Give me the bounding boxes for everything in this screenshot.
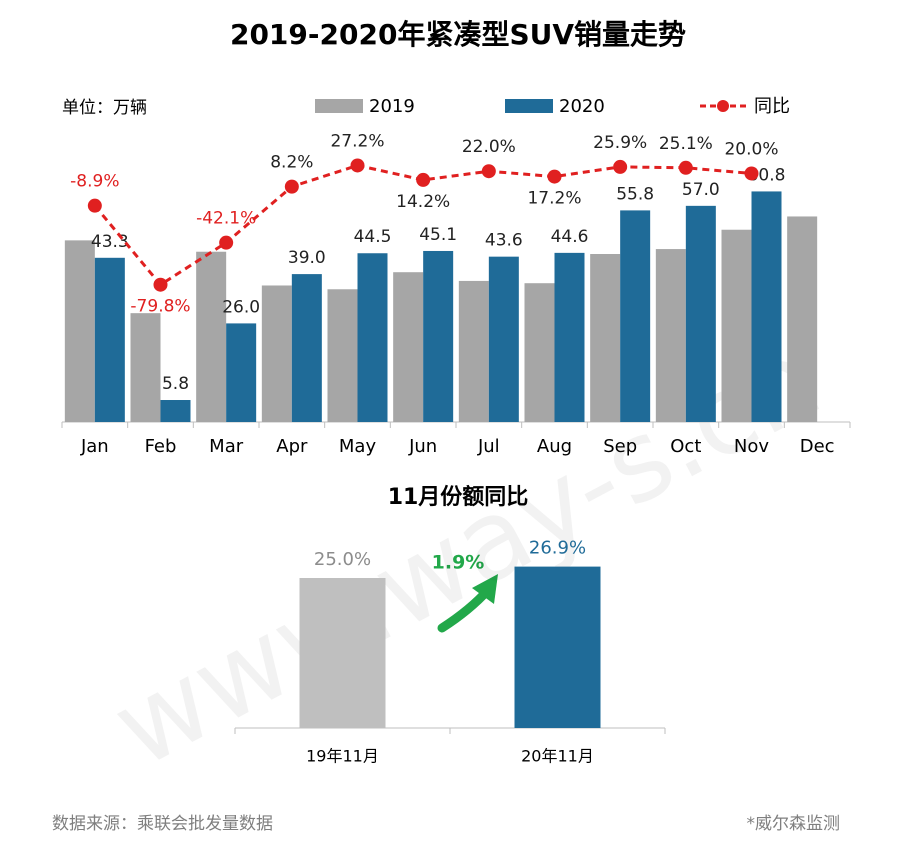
- bar: [488, 256, 519, 422]
- x-tick-label: Dec: [800, 436, 835, 457]
- note: *威尔森监测: [747, 814, 841, 834]
- x-tick-label: Jan: [80, 436, 109, 457]
- legend-swatch: [505, 99, 553, 113]
- bar: [393, 272, 424, 422]
- bar: [524, 283, 555, 422]
- x-tick-label: Feb: [145, 436, 177, 457]
- x-tick-label: Jun: [408, 436, 437, 457]
- data-label: 22.0%: [462, 137, 516, 157]
- x-tick-label: Sep: [603, 436, 637, 457]
- bar: [196, 251, 227, 422]
- chart-title: 2019-2020年紧凑型SUV销量走势: [230, 18, 686, 51]
- bar: [261, 285, 292, 422]
- bar: [291, 274, 322, 422]
- data-label: 25.0%: [314, 549, 371, 570]
- data-label: 20.0%: [724, 139, 778, 159]
- data-label: 55.8: [616, 184, 654, 204]
- line-marker: [547, 169, 562, 184]
- data-label: 26.0: [222, 297, 260, 317]
- data-label: 25.1%: [659, 134, 713, 154]
- data-label: 43.3: [91, 232, 129, 252]
- x-tick-label: Mar: [209, 436, 244, 457]
- bar: [787, 216, 818, 422]
- legend-swatch: [315, 99, 363, 113]
- data-label: -8.9%: [70, 172, 119, 192]
- source: 数据来源：乘联会批发量数据: [52, 814, 273, 834]
- line-marker: [284, 179, 299, 194]
- bar: [64, 240, 95, 422]
- line-marker: [744, 166, 759, 181]
- data-label: 14.2%: [396, 192, 450, 212]
- data-label: 44.6: [551, 227, 589, 247]
- bar: [751, 191, 782, 422]
- data-label: 5.8: [162, 374, 189, 394]
- x-tick-label: Nov: [734, 436, 769, 457]
- data-label: 25.9%: [593, 133, 647, 153]
- line-marker: [350, 158, 365, 173]
- bar: [554, 252, 585, 422]
- bar: [655, 249, 686, 422]
- legend-label: 2019: [369, 96, 415, 117]
- x-tick-label: May: [339, 436, 377, 457]
- data-label: 27.2%: [330, 131, 384, 151]
- line-marker: [613, 159, 628, 174]
- bar: [94, 257, 125, 422]
- legend-marker: [717, 100, 729, 112]
- arrow-head: [472, 574, 498, 604]
- data-label: 26.9%: [529, 538, 586, 559]
- bar: [458, 280, 489, 422]
- data-label: 17.2%: [527, 189, 581, 209]
- line-marker: [153, 277, 168, 292]
- bar: [620, 210, 651, 422]
- x-tick-label: Apr: [276, 436, 308, 457]
- bar: [590, 254, 621, 422]
- data-label: 57.0: [682, 180, 720, 200]
- data-label: 43.6: [485, 231, 523, 251]
- bar: [721, 229, 752, 422]
- line-marker: [219, 235, 234, 250]
- bar: [226, 323, 257, 422]
- bar: [685, 205, 716, 422]
- bar: [130, 313, 161, 422]
- bar: [423, 250, 454, 422]
- data-label: 8.2%: [270, 153, 313, 173]
- chart-title: 11月份额同比: [388, 485, 529, 510]
- data-label: 44.5: [354, 227, 392, 247]
- x-tick-label: Jul: [477, 436, 500, 457]
- line-marker: [678, 160, 693, 175]
- line-marker: [87, 198, 102, 213]
- bar: [514, 566, 601, 728]
- data-label: -42.1%: [196, 209, 256, 229]
- data-label: -79.8%: [130, 297, 190, 317]
- line-marker: [416, 172, 431, 187]
- x-tick-label: Aug: [537, 436, 572, 457]
- bar: [299, 578, 386, 728]
- bar: [357, 253, 388, 422]
- data-label: 39.0: [288, 248, 326, 268]
- bar: [327, 289, 358, 422]
- annotation: 1.9%: [432, 552, 485, 574]
- bar: [160, 400, 191, 422]
- x-tick-label: 20年11月: [521, 747, 594, 766]
- data-label: 45.1: [419, 225, 457, 245]
- line-marker: [481, 164, 496, 179]
- x-tick-label: Oct: [670, 436, 701, 457]
- unit-label: 单位：万辆: [62, 98, 147, 118]
- legend-label: 同比: [754, 96, 790, 117]
- x-tick-label: 19年11月: [306, 747, 379, 766]
- legend-label: 2020: [559, 96, 605, 117]
